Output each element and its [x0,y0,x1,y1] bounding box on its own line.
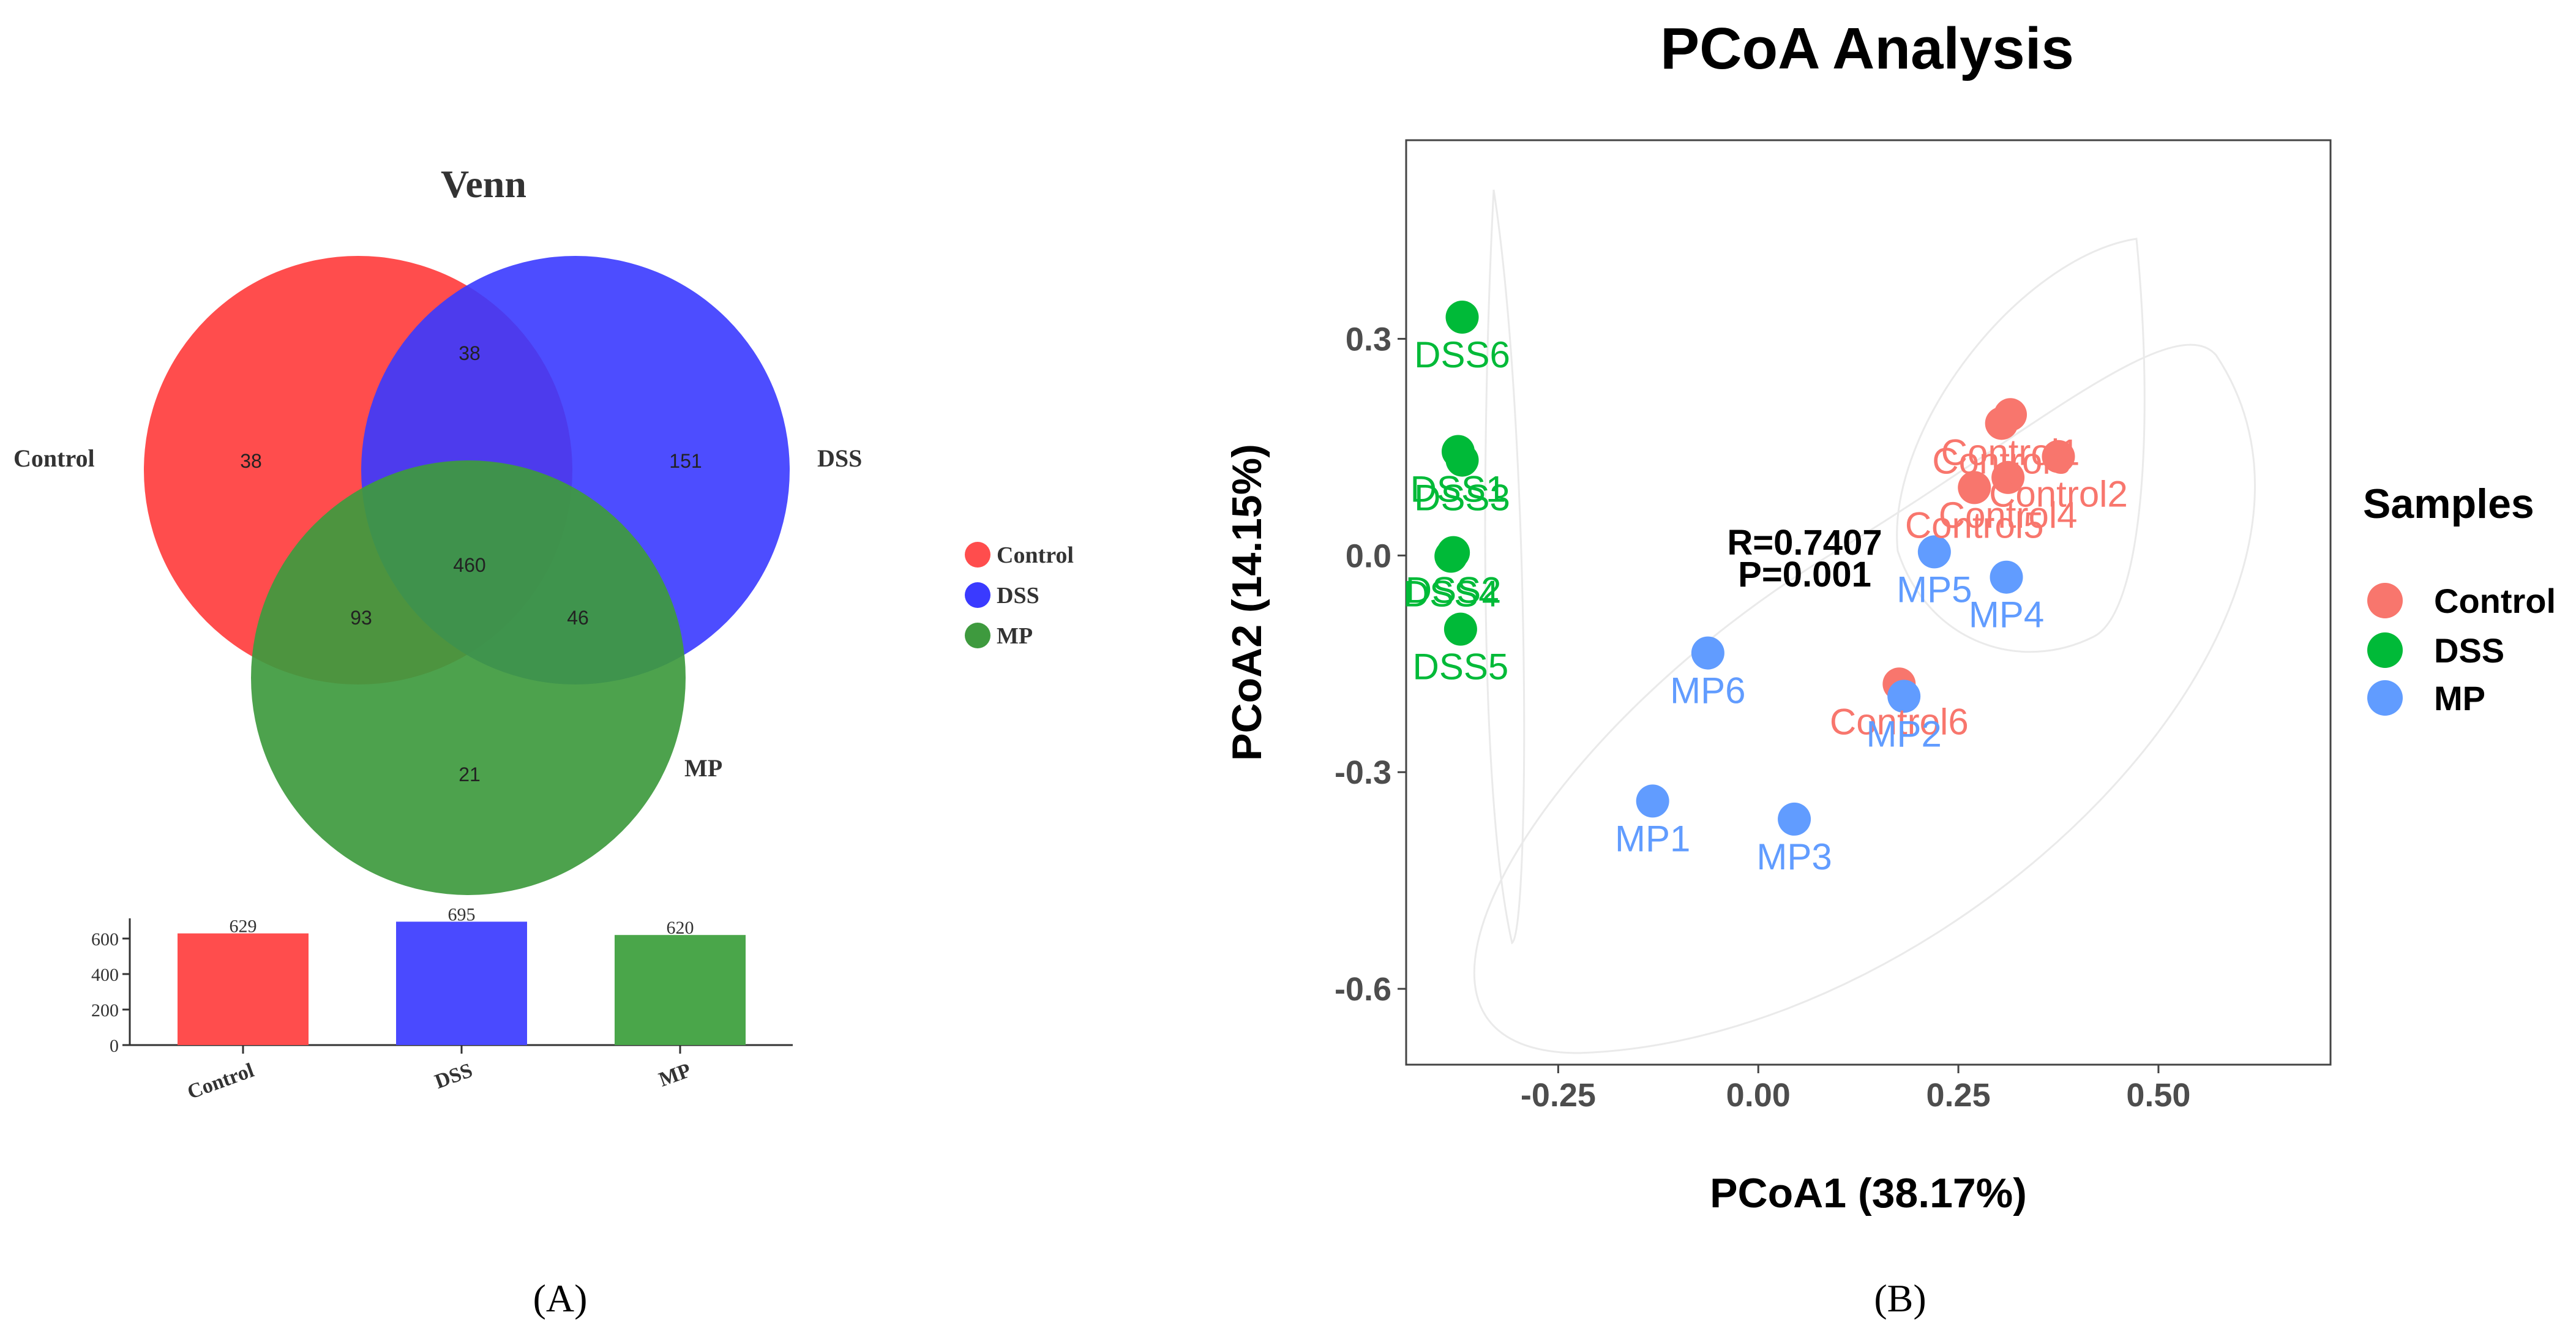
bar-y-tick-label: 600 [91,929,119,950]
pcoa-x-tick-label: 0.00 [1726,1077,1791,1114]
pcoa-point-dss5 [1443,612,1477,646]
ellipse-mp [1473,343,2256,1054]
pcoa-point-label: Control3 [1932,440,2071,481]
pcoa-point-label: DSS3 [1414,478,1510,519]
pcoa-point-dss3 [1445,443,1479,477]
bar-y-tick-label: 0 [110,1036,119,1056]
pcoa-ellipses [1473,189,2256,1054]
pcoa-point-label: DSS5 [1413,647,1509,688]
pcoa-point-label: DSS1 [1410,468,1507,509]
pcoa-legend-label-mp: MP [2434,679,2485,718]
bar-value-label: 629 [230,917,257,937]
pcoa-point-mp6 [1691,636,1724,670]
pcoa-point-label: Control1 [1941,432,2080,473]
pcoa-point-label: MP1 [1615,818,1690,859]
pcoa-point-mp2 [1887,680,1921,713]
pcoa-y-tick-label: -0.6 [1335,971,1391,1008]
bar-value-label: 620 [667,918,694,938]
venn-title: Venn [441,162,526,206]
pcoa-legend-label-dss: DSS [2434,631,2504,670]
bar-x-tick-label: DSS [432,1059,475,1093]
pcoa-point-mp4 [1990,560,2023,594]
pcoa-legend-label-control: Control [2434,582,2556,620]
pcoa-y-tick-label: -0.3 [1335,754,1391,791]
pcoa-point-label: DSS2 [1406,570,1502,611]
pcoa-point-label: MP5 [1896,569,1972,610]
pcoa-title: PCoA Analysis [1660,16,2074,81]
venn-circle-mp [251,460,686,895]
legend-label-control: Control [997,542,1074,568]
bar-x-tick-label: Control [184,1059,257,1104]
pcoa-y-tick-label: 0.3 [1346,321,1391,358]
venn-count-dss-mp: 46 [567,607,589,629]
pcoa-point-label: Control2 [1989,474,2128,515]
pcoa-point-label: MP3 [1756,836,1832,877]
pcoa-point-label: DSS4 [1403,574,1499,615]
venn-panel: Venn Control DSS MP 38 38 151 460 93 46 … [13,162,1074,895]
pcoa-point-label: MP2 [1866,713,1941,754]
pcoa-ylabel: PCoA2 (14.15%) [1224,444,1270,761]
panel-label-b: (B) [1874,1276,1926,1320]
venn-count-mp-only: 21 [459,763,481,785]
pcoa-point-mp5 [1917,535,1951,569]
pcoa-point-label: Control4 [1939,495,2078,536]
panel-label-a: (A) [533,1276,588,1320]
pcoa-point-label: Control5 [1905,504,2044,545]
ellipse-dss [1484,189,1526,945]
pcoa-annotation-p: P=0.001 [1738,555,1871,594]
pcoa-point-control3 [1985,407,2018,440]
venn-label-control: Control [13,444,95,472]
venn-label-mp: MP [684,754,722,782]
venn-count-dss-only: 151 [669,450,702,472]
legend-swatch-control [965,542,990,568]
pcoa-legend-swatch-dss [2367,632,2403,668]
venn-count-control-dss: 38 [459,342,481,364]
bar-dss [396,921,527,1045]
pcoa-plot-frame [1405,139,2332,1066]
venn-count-control-mp: 93 [350,607,372,629]
pcoa-annotation-r: R=0.7407 [1727,523,1882,563]
pcoa-legend: Samples Control DSS MP [2363,481,2556,718]
pcoa-x-tick-label: 0.50 [2126,1077,2190,1114]
pcoa-point-mp3 [1778,802,1811,836]
pcoa-x-tick-label: 0.25 [1926,1077,1991,1114]
pcoa-legend-swatch-mp [2367,680,2403,716]
pcoa-xlabel: PCoA1 (38.17%) [1710,1170,2027,1216]
legend-label-dss: DSS [997,583,1039,609]
venn-count-all: 460 [453,554,485,576]
bar-mp [615,935,746,1045]
venn-count-control-only: 38 [240,450,262,472]
legend-label-mp: MP [997,623,1033,649]
bar-y-tick-label: 200 [91,1000,119,1021]
bar-value-label: 695 [448,904,476,924]
pcoa-legend-swatch-control [2367,583,2403,618]
pcoa-point-control2 [2042,440,2075,473]
bar-x-tick-label: MP [656,1059,694,1092]
pcoa-point-control5 [1958,471,1991,504]
venn-legend: Control DSS MP [965,542,1074,649]
pcoa-point-dss4 [1434,539,1468,573]
pcoa-x-tick-label: -0.25 [1521,1077,1596,1114]
bar-chart: 0 200 400 600 629 Control 695 DSS 620 MP [91,904,793,1104]
pcoa-y-tick-label: 0.0 [1346,538,1391,574]
pcoa-point-label: Control6 [1830,701,1969,742]
pcoa-point-control4 [1991,460,2025,494]
legend-swatch-dss [965,582,990,608]
pcoa-point-label: MP4 [1969,594,2044,635]
bar-control [178,933,309,1045]
venn-label-dss: DSS [817,444,862,472]
pcoa-point-dss6 [1445,301,1479,334]
ellipse-control [1896,238,2146,653]
pcoa-point-label: MP6 [1670,670,1745,711]
pcoa-point-label: DSS6 [1414,334,1510,375]
bar-y-tick-label: 400 [91,965,119,985]
pcoa-panel: PCoA Analysis -0.25 0.00 0.25 0.50 0.3 0.0 -0.… [1224,16,2556,1216]
pcoa-legend-title: Samples [2363,481,2534,527]
pcoa-point-mp1 [1636,784,1669,818]
legend-swatch-mp [965,623,990,648]
